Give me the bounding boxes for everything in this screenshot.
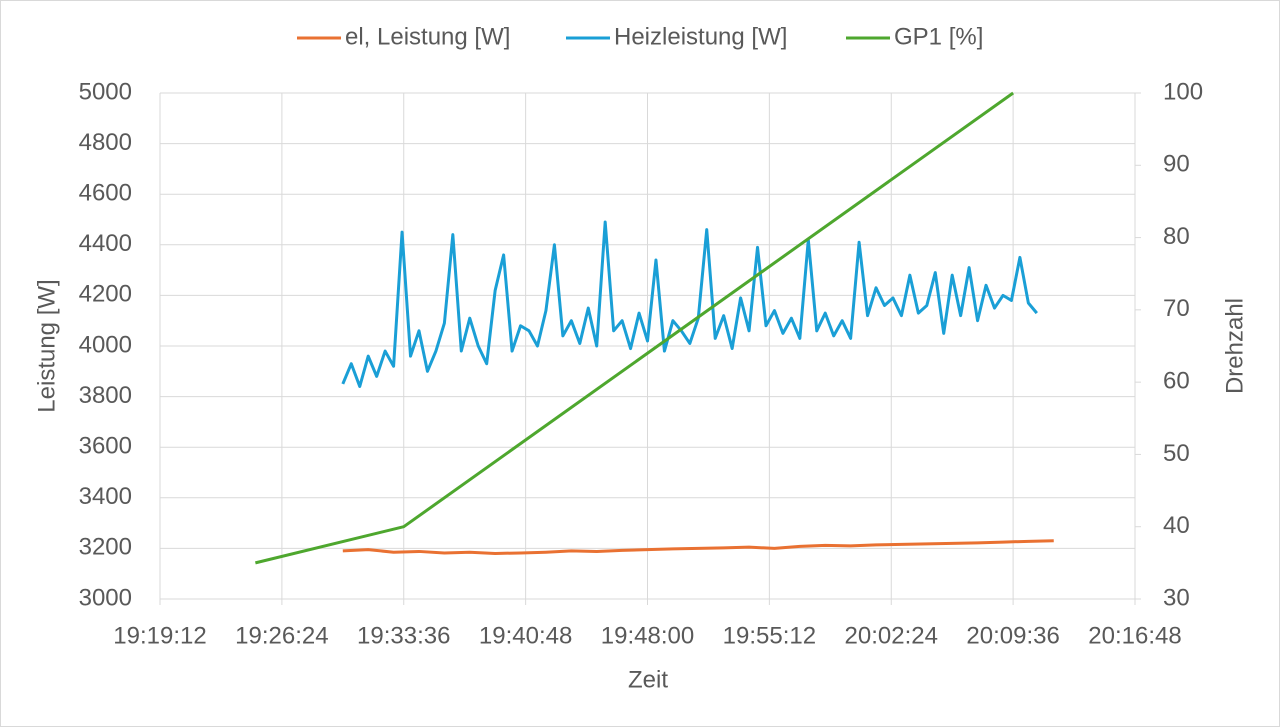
y2-tick-label: 30 bbox=[1163, 584, 1190, 611]
y-tick-label: 4600 bbox=[79, 180, 132, 207]
series-line bbox=[255, 91, 1014, 565]
y-tick-label: 4800 bbox=[79, 129, 132, 156]
y-tick-label: 4400 bbox=[79, 230, 132, 257]
x-tick-label: 19:26:24 bbox=[235, 622, 328, 649]
y-tick-label: 3400 bbox=[79, 483, 132, 510]
y-tick-label: 3200 bbox=[79, 534, 132, 561]
y2-tick-label: 60 bbox=[1163, 367, 1190, 394]
legend-label: Heizleistung [W] bbox=[614, 23, 787, 50]
y2-tick-label: 70 bbox=[1163, 295, 1190, 322]
x-axis-label: Zeit bbox=[628, 666, 668, 693]
series-line bbox=[341, 220, 1038, 388]
y-tick-label: 3000 bbox=[79, 584, 132, 611]
y-tick-label: 3800 bbox=[79, 382, 132, 409]
y2-tick-label: 80 bbox=[1163, 223, 1190, 250]
y-tick-label: 4200 bbox=[79, 281, 132, 308]
legend-label: GP1 [%] bbox=[894, 23, 983, 50]
x-tick-label: 20:16:48 bbox=[1088, 622, 1181, 649]
legend-label: el, Leistung [W] bbox=[345, 23, 510, 50]
x-tick-label: 19:55:12 bbox=[723, 622, 816, 649]
y-axis-label: Leistung [W] bbox=[33, 279, 60, 412]
y2-tick-label: 100 bbox=[1163, 78, 1203, 105]
x-tick-label: 20:09:36 bbox=[966, 622, 1059, 649]
x-tick-label: 19:48:00 bbox=[601, 622, 694, 649]
x-tick-label: 19:19:12 bbox=[113, 622, 206, 649]
x-tick-label: 20:02:24 bbox=[845, 622, 938, 649]
y2-tick-label: 90 bbox=[1163, 151, 1190, 178]
x-tick-label: 19:40:48 bbox=[479, 622, 572, 649]
y-tick-label: 4000 bbox=[79, 331, 132, 358]
series-line bbox=[342, 539, 1054, 555]
x-tick-label: 19:33:36 bbox=[357, 622, 450, 649]
y-tick-label: 3600 bbox=[79, 433, 132, 460]
y-tick-label: 5000 bbox=[79, 78, 132, 105]
y2-tick-label: 40 bbox=[1163, 512, 1190, 539]
y2-tick-label: 50 bbox=[1163, 440, 1190, 467]
y2-axis-label: Drehzahl bbox=[1221, 298, 1248, 394]
